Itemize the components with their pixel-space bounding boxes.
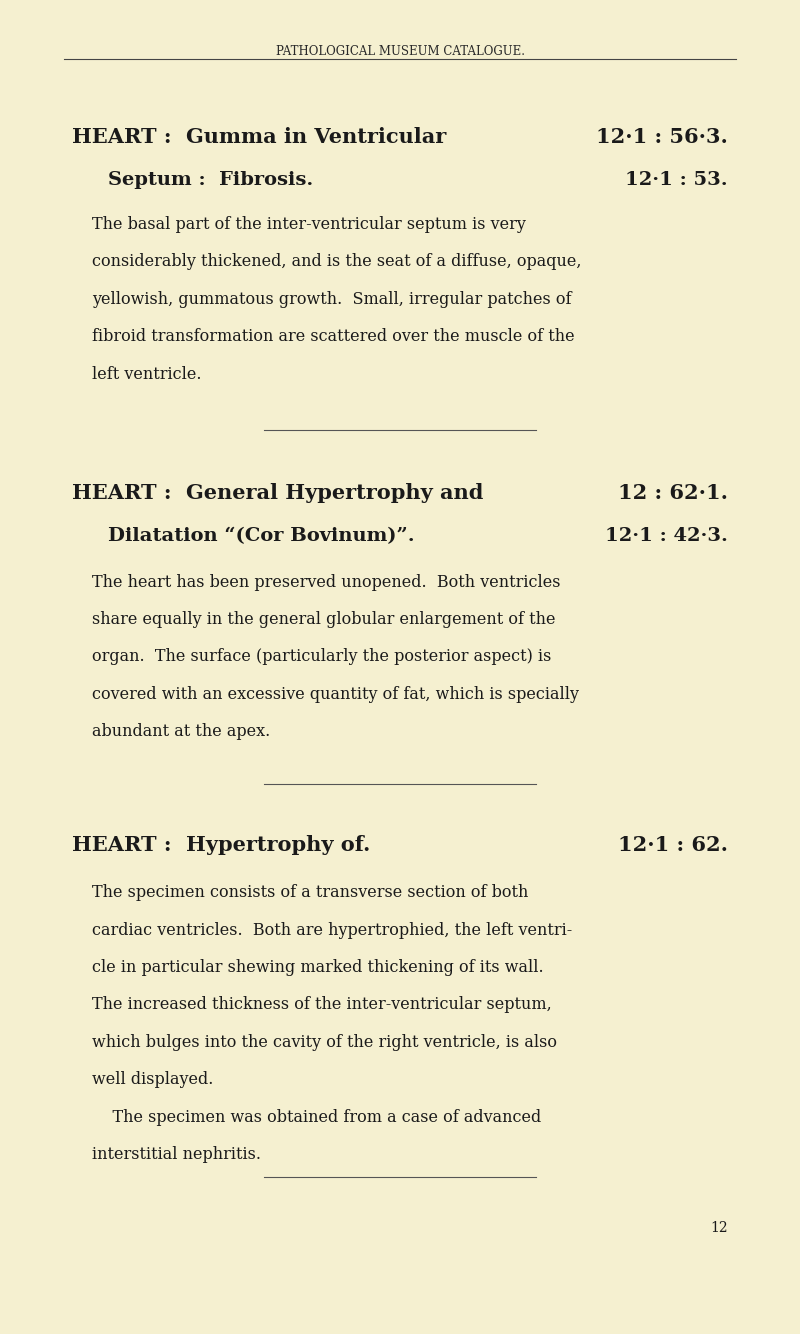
Text: fibroid transformation are scattered over the muscle of the: fibroid transformation are scattered ove… bbox=[92, 328, 574, 346]
Text: 12·1 : 62.: 12·1 : 62. bbox=[618, 835, 728, 855]
Text: The specimen consists of a transverse section of both: The specimen consists of a transverse se… bbox=[92, 884, 528, 902]
Text: 12·1 : 56·3.: 12·1 : 56·3. bbox=[596, 127, 728, 147]
Text: cle in particular shewing marked thickening of its wall.: cle in particular shewing marked thicken… bbox=[92, 959, 544, 976]
Text: left ventricle.: left ventricle. bbox=[92, 366, 202, 383]
Text: The increased thickness of the inter-ventricular septum,: The increased thickness of the inter-ven… bbox=[92, 996, 552, 1014]
Text: The specimen was obtained from a case of advanced: The specimen was obtained from a case of… bbox=[92, 1109, 542, 1126]
Text: Dilatation “(Cor Bovinum)”.: Dilatation “(Cor Bovinum)”. bbox=[108, 527, 414, 544]
Text: 12 : 62·1.: 12 : 62·1. bbox=[618, 483, 728, 503]
Text: The basal part of the inter-ventricular septum is very: The basal part of the inter-ventricular … bbox=[92, 216, 526, 233]
Text: organ.  The surface (particularly the posterior aspect) is: organ. The surface (particularly the pos… bbox=[92, 648, 551, 666]
Text: cardiac ventricles.  Both are hypertrophied, the left ventri-: cardiac ventricles. Both are hypertrophi… bbox=[92, 922, 572, 939]
Text: HEART :  General Hypertrophy and: HEART : General Hypertrophy and bbox=[72, 483, 483, 503]
Text: share equally in the general globular enlargement of the: share equally in the general globular en… bbox=[92, 611, 555, 628]
Text: 12·1 : 42·3.: 12·1 : 42·3. bbox=[605, 527, 728, 544]
Text: considerably thickened, and is the seat of a diffuse, opaque,: considerably thickened, and is the seat … bbox=[92, 253, 582, 271]
Text: yellowish, gummatous growth.  Small, irregular patches of: yellowish, gummatous growth. Small, irre… bbox=[92, 291, 571, 308]
Text: PATHOLOGICAL MUSEUM CATALOGUE.: PATHOLOGICAL MUSEUM CATALOGUE. bbox=[275, 45, 525, 59]
Text: 12·1 : 53.: 12·1 : 53. bbox=[626, 171, 728, 188]
Text: abundant at the apex.: abundant at the apex. bbox=[92, 723, 270, 740]
Text: interstitial nephritis.: interstitial nephritis. bbox=[92, 1146, 261, 1163]
Text: Septum :  Fibrosis.: Septum : Fibrosis. bbox=[108, 171, 314, 188]
Text: covered with an excessive quantity of fat, which is specially: covered with an excessive quantity of fa… bbox=[92, 686, 579, 703]
Text: well displayed.: well displayed. bbox=[92, 1071, 214, 1089]
Text: HEART :  Gumma in Ventricular: HEART : Gumma in Ventricular bbox=[72, 127, 446, 147]
Text: 12: 12 bbox=[710, 1221, 728, 1234]
Text: HEART :  Hypertrophy of.: HEART : Hypertrophy of. bbox=[72, 835, 370, 855]
Text: which bulges into the cavity of the right ventricle, is also: which bulges into the cavity of the righ… bbox=[92, 1034, 557, 1051]
Text: The heart has been preserved unopened.  Both ventricles: The heart has been preserved unopened. B… bbox=[92, 574, 561, 591]
